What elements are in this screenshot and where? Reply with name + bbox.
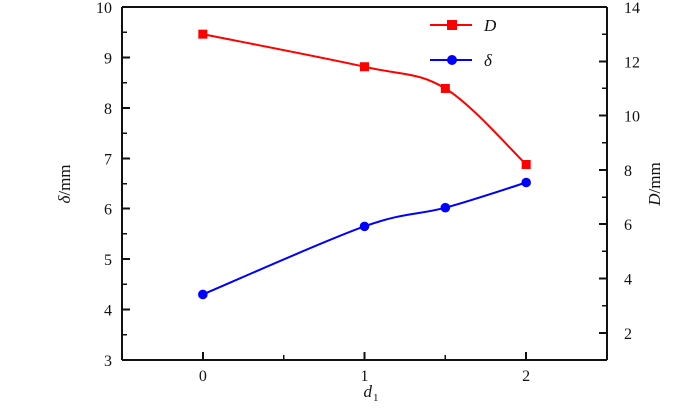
left-y-tick-label: 10: [96, 0, 112, 17]
left-y-tick-label: 8: [104, 101, 112, 118]
x-tick-label: 0: [199, 368, 207, 385]
left-y-tick-label: 6: [104, 202, 112, 219]
x-tick-label: 1: [361, 368, 369, 385]
right-y-tick-label: 14: [624, 0, 640, 17]
right-y-tick-label: 10: [624, 109, 640, 126]
series-delta-line: [202, 181, 527, 296]
right-y-tick-label: 12: [624, 54, 640, 71]
x-tick-label: 2: [522, 368, 530, 385]
left-y-axis-label: δ/mm: [55, 164, 74, 203]
legend-d-label: D: [483, 16, 497, 35]
series-delta-point: [521, 177, 531, 188]
right-y-tick-label: 8: [624, 163, 632, 180]
right-y-axis-label: D/mm: [645, 162, 664, 206]
legend-d-marker: [447, 20, 457, 30]
left-y-tick-label: 4: [104, 303, 112, 320]
right-y-tick-label: 2: [624, 326, 632, 343]
right-y-tick-label: 6: [624, 217, 632, 234]
series-delta-point: [440, 202, 451, 213]
left-y-tick-label: 5: [104, 252, 112, 269]
legend-delta-label: δ: [484, 51, 493, 70]
legend-delta-marker: [447, 55, 457, 65]
right-y-axis-unit: /mm: [645, 162, 664, 193]
series-d-point: [521, 159, 531, 169]
left-y-axis-unit: /mm: [55, 164, 74, 195]
x-axis-label: d1: [364, 382, 379, 404]
series-d-point: [440, 83, 450, 93]
right-y-axis-symbol: D: [645, 193, 664, 207]
series-delta-point: [359, 221, 370, 232]
x-axis-label-subscript: 1: [373, 392, 379, 404]
left-y-tick-label: 7: [104, 151, 112, 168]
left-y-tick-label: 3: [104, 353, 112, 370]
series-d-line: [202, 33, 527, 166]
series-delta-point: [198, 289, 208, 300]
left-y-tick-label: 9: [104, 50, 112, 67]
x-axis-label-main: d: [364, 382, 373, 401]
series-d-point: [360, 62, 369, 72]
right-y-tick-label: 4: [624, 272, 632, 289]
series-d-point: [198, 29, 208, 39]
left-y-axis-symbol: δ: [55, 195, 74, 204]
